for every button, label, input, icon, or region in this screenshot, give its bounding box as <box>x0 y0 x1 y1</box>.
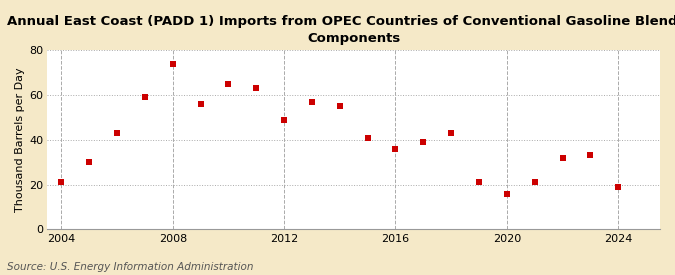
Point <box>362 135 373 140</box>
Point <box>223 82 234 86</box>
Point <box>613 185 624 189</box>
Point <box>502 191 512 196</box>
Point <box>390 147 401 151</box>
Point <box>585 153 596 158</box>
Title: Annual East Coast (PADD 1) Imports from OPEC Countries of Conventional Gasoline : Annual East Coast (PADD 1) Imports from … <box>7 15 675 45</box>
Point <box>140 95 151 100</box>
Point <box>306 100 317 104</box>
Point <box>279 117 290 122</box>
Point <box>474 180 485 185</box>
Point <box>418 140 429 144</box>
Point <box>446 131 456 135</box>
Point <box>111 131 122 135</box>
Point <box>167 62 178 66</box>
Point <box>56 180 67 185</box>
Point <box>529 180 540 185</box>
Point <box>251 86 262 90</box>
Point <box>334 104 345 108</box>
Point <box>84 160 95 164</box>
Text: Source: U.S. Energy Information Administration: Source: U.S. Energy Information Administ… <box>7 262 253 272</box>
Y-axis label: Thousand Barrels per Day: Thousand Barrels per Day <box>15 68 25 212</box>
Point <box>557 156 568 160</box>
Point <box>195 102 206 106</box>
